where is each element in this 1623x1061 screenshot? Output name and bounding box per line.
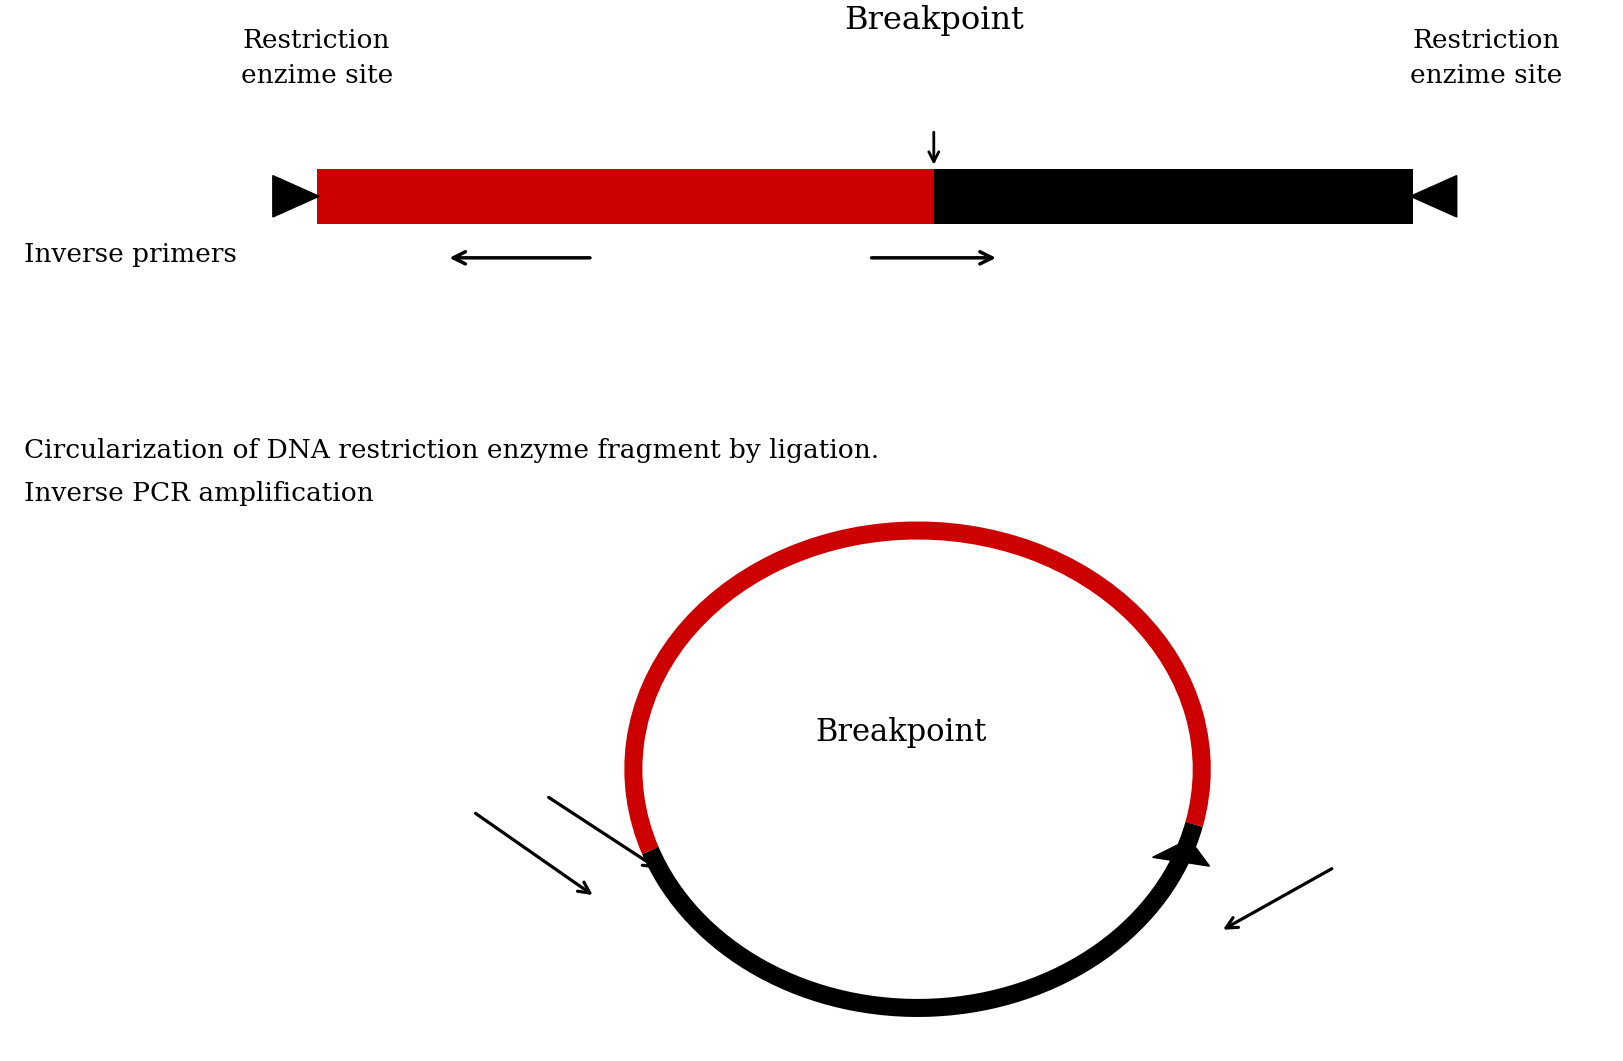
Text: ?: ? bbox=[1182, 177, 1204, 215]
Polygon shape bbox=[273, 176, 318, 218]
Text: Inverse PCR amplification: Inverse PCR amplification bbox=[24, 481, 373, 506]
Polygon shape bbox=[1409, 176, 1456, 218]
Text: Circularization of DNA restriction enzyme fragment by ligation.: Circularization of DNA restriction enzym… bbox=[24, 438, 880, 464]
Text: Restriction
enzime site: Restriction enzime site bbox=[1409, 29, 1561, 88]
Bar bbox=[933, 169, 1412, 224]
Polygon shape bbox=[1152, 839, 1209, 866]
Text: Breakpoint: Breakpoint bbox=[844, 5, 1022, 36]
Text: Breakpoint: Breakpoint bbox=[815, 716, 987, 748]
Text: Inverse primers: Inverse primers bbox=[24, 242, 237, 267]
Text: Restriction
enzime site: Restriction enzime site bbox=[240, 29, 393, 88]
Bar bbox=[316, 169, 933, 224]
